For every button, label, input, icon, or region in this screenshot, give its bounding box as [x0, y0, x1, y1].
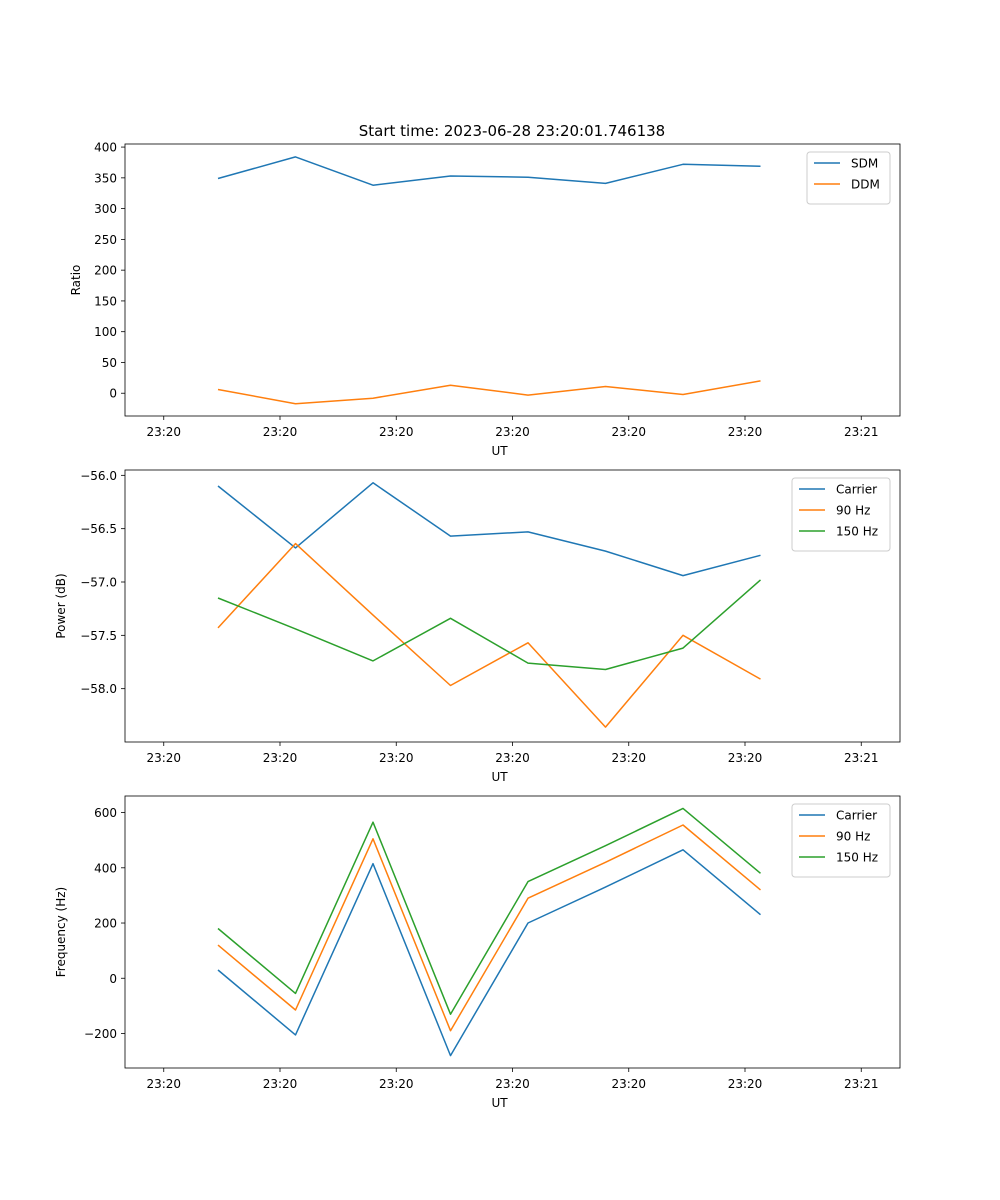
x-tick-label: 23:20	[611, 1077, 646, 1091]
series-line-90-hz	[217, 542, 761, 728]
x-tick-label: 23:20	[263, 751, 298, 765]
x-tick-label: 23:20	[146, 1077, 181, 1091]
y-tick-label: −57.5	[80, 629, 117, 643]
y-tick-label: 0	[109, 972, 117, 986]
x-tick-label: 23:20	[611, 751, 646, 765]
legend-label: 90 Hz	[836, 830, 870, 844]
legend-label: 150 Hz	[836, 851, 878, 865]
figure-title: Start time: 2023-06-28 23:20:01.746138	[359, 122, 665, 140]
x-tick-label: 23:21	[844, 751, 879, 765]
x-tick-label: 23:20	[728, 751, 763, 765]
x-tick-label: 23:20	[495, 751, 530, 765]
y-axis-label: Ratio	[69, 265, 83, 296]
y-tick-label: 200	[94, 917, 117, 931]
x-axis-label: UT	[491, 444, 508, 458]
y-tick-label: −58.0	[80, 682, 117, 696]
series-line-carrier	[217, 849, 761, 1057]
legend-box	[791, 477, 891, 552]
series-line-carrier	[217, 482, 761, 577]
x-tick-label: 23:20	[379, 751, 414, 765]
legend-label: Carrier	[836, 809, 877, 823]
series-line-ddm	[217, 380, 761, 405]
x-tick-label: 23:20	[611, 425, 646, 439]
legend-label: SDM	[851, 157, 878, 171]
legend: Carrier 90 Hz 150 Hz	[791, 803, 891, 878]
y-tick-label: −56.5	[80, 522, 117, 536]
legend-label: 150 Hz	[836, 525, 878, 539]
y-tick-label: 400	[94, 861, 117, 875]
x-tick-label: 23:20	[495, 1077, 530, 1091]
subplots: 23:20 23:20 23:20 23:20 23:20 23:20 23:21 0 50 10…	[54, 141, 901, 1110]
y-tick-label: 50	[102, 356, 117, 370]
legend-box	[806, 151, 891, 205]
y-tick-label: 300	[94, 202, 117, 216]
x-axis-label: UT	[491, 1096, 508, 1110]
x-tick-label: 23:20	[263, 425, 298, 439]
legend: SDM DDM	[806, 151, 891, 205]
x-tick-label: 23:20	[495, 425, 530, 439]
legend-label: DDM	[851, 178, 880, 192]
y-tick-label: 400	[94, 141, 117, 155]
y-tick-label: 0	[109, 387, 117, 401]
x-tick-label: 23:20	[146, 425, 181, 439]
legend-box	[791, 803, 891, 878]
y-axis-label: Power (dB)	[54, 573, 68, 638]
y-tick-label: −200	[84, 1027, 117, 1041]
y-tick-label: −57.0	[80, 576, 117, 590]
plot-2: 23:20 23:20 23:20 23:20 23:20 23:20 23:21 −56.0…	[54, 469, 901, 784]
y-tick-label: 100	[94, 325, 117, 339]
y-tick-label: 600	[94, 806, 117, 820]
plot-1: 23:20 23:20 23:20 23:20 23:20 23:20 23:21 0 50 10…	[69, 141, 901, 458]
x-tick-label: 23:20	[379, 1077, 414, 1091]
x-tick-label: 23:21	[844, 425, 879, 439]
y-tick-label: −56.0	[80, 469, 117, 483]
y-tick-label: 250	[94, 233, 117, 247]
y-tick-label: 150	[94, 294, 117, 308]
legend: Carrier 90 Hz 150 Hz	[791, 477, 891, 552]
x-axis-label: UT	[491, 770, 508, 784]
x-tick-label: 23:20	[379, 425, 414, 439]
y-tick-label: 350	[94, 171, 117, 185]
series-line-sdm	[217, 156, 761, 186]
y-tick-label: 200	[94, 264, 117, 278]
x-tick-label: 23:20	[263, 1077, 298, 1091]
x-tick-label: 23:20	[728, 425, 763, 439]
x-tick-label: 23:20	[146, 751, 181, 765]
series-line-150-hz	[217, 807, 761, 1015]
plot-3: 23:20 23:20 23:20 23:20 23:20 23:20 23:21 −200 0…	[54, 795, 901, 1110]
x-tick-label: 23:20	[728, 1077, 763, 1091]
y-axis-label: Frequency (Hz)	[54, 887, 68, 978]
series-line-90-hz	[217, 824, 761, 1032]
legend-label: Carrier	[836, 483, 877, 497]
x-tick-label: 23:21	[844, 1077, 879, 1091]
series-line-150-hz	[217, 579, 761, 671]
legend-label: 90 Hz	[836, 504, 870, 518]
